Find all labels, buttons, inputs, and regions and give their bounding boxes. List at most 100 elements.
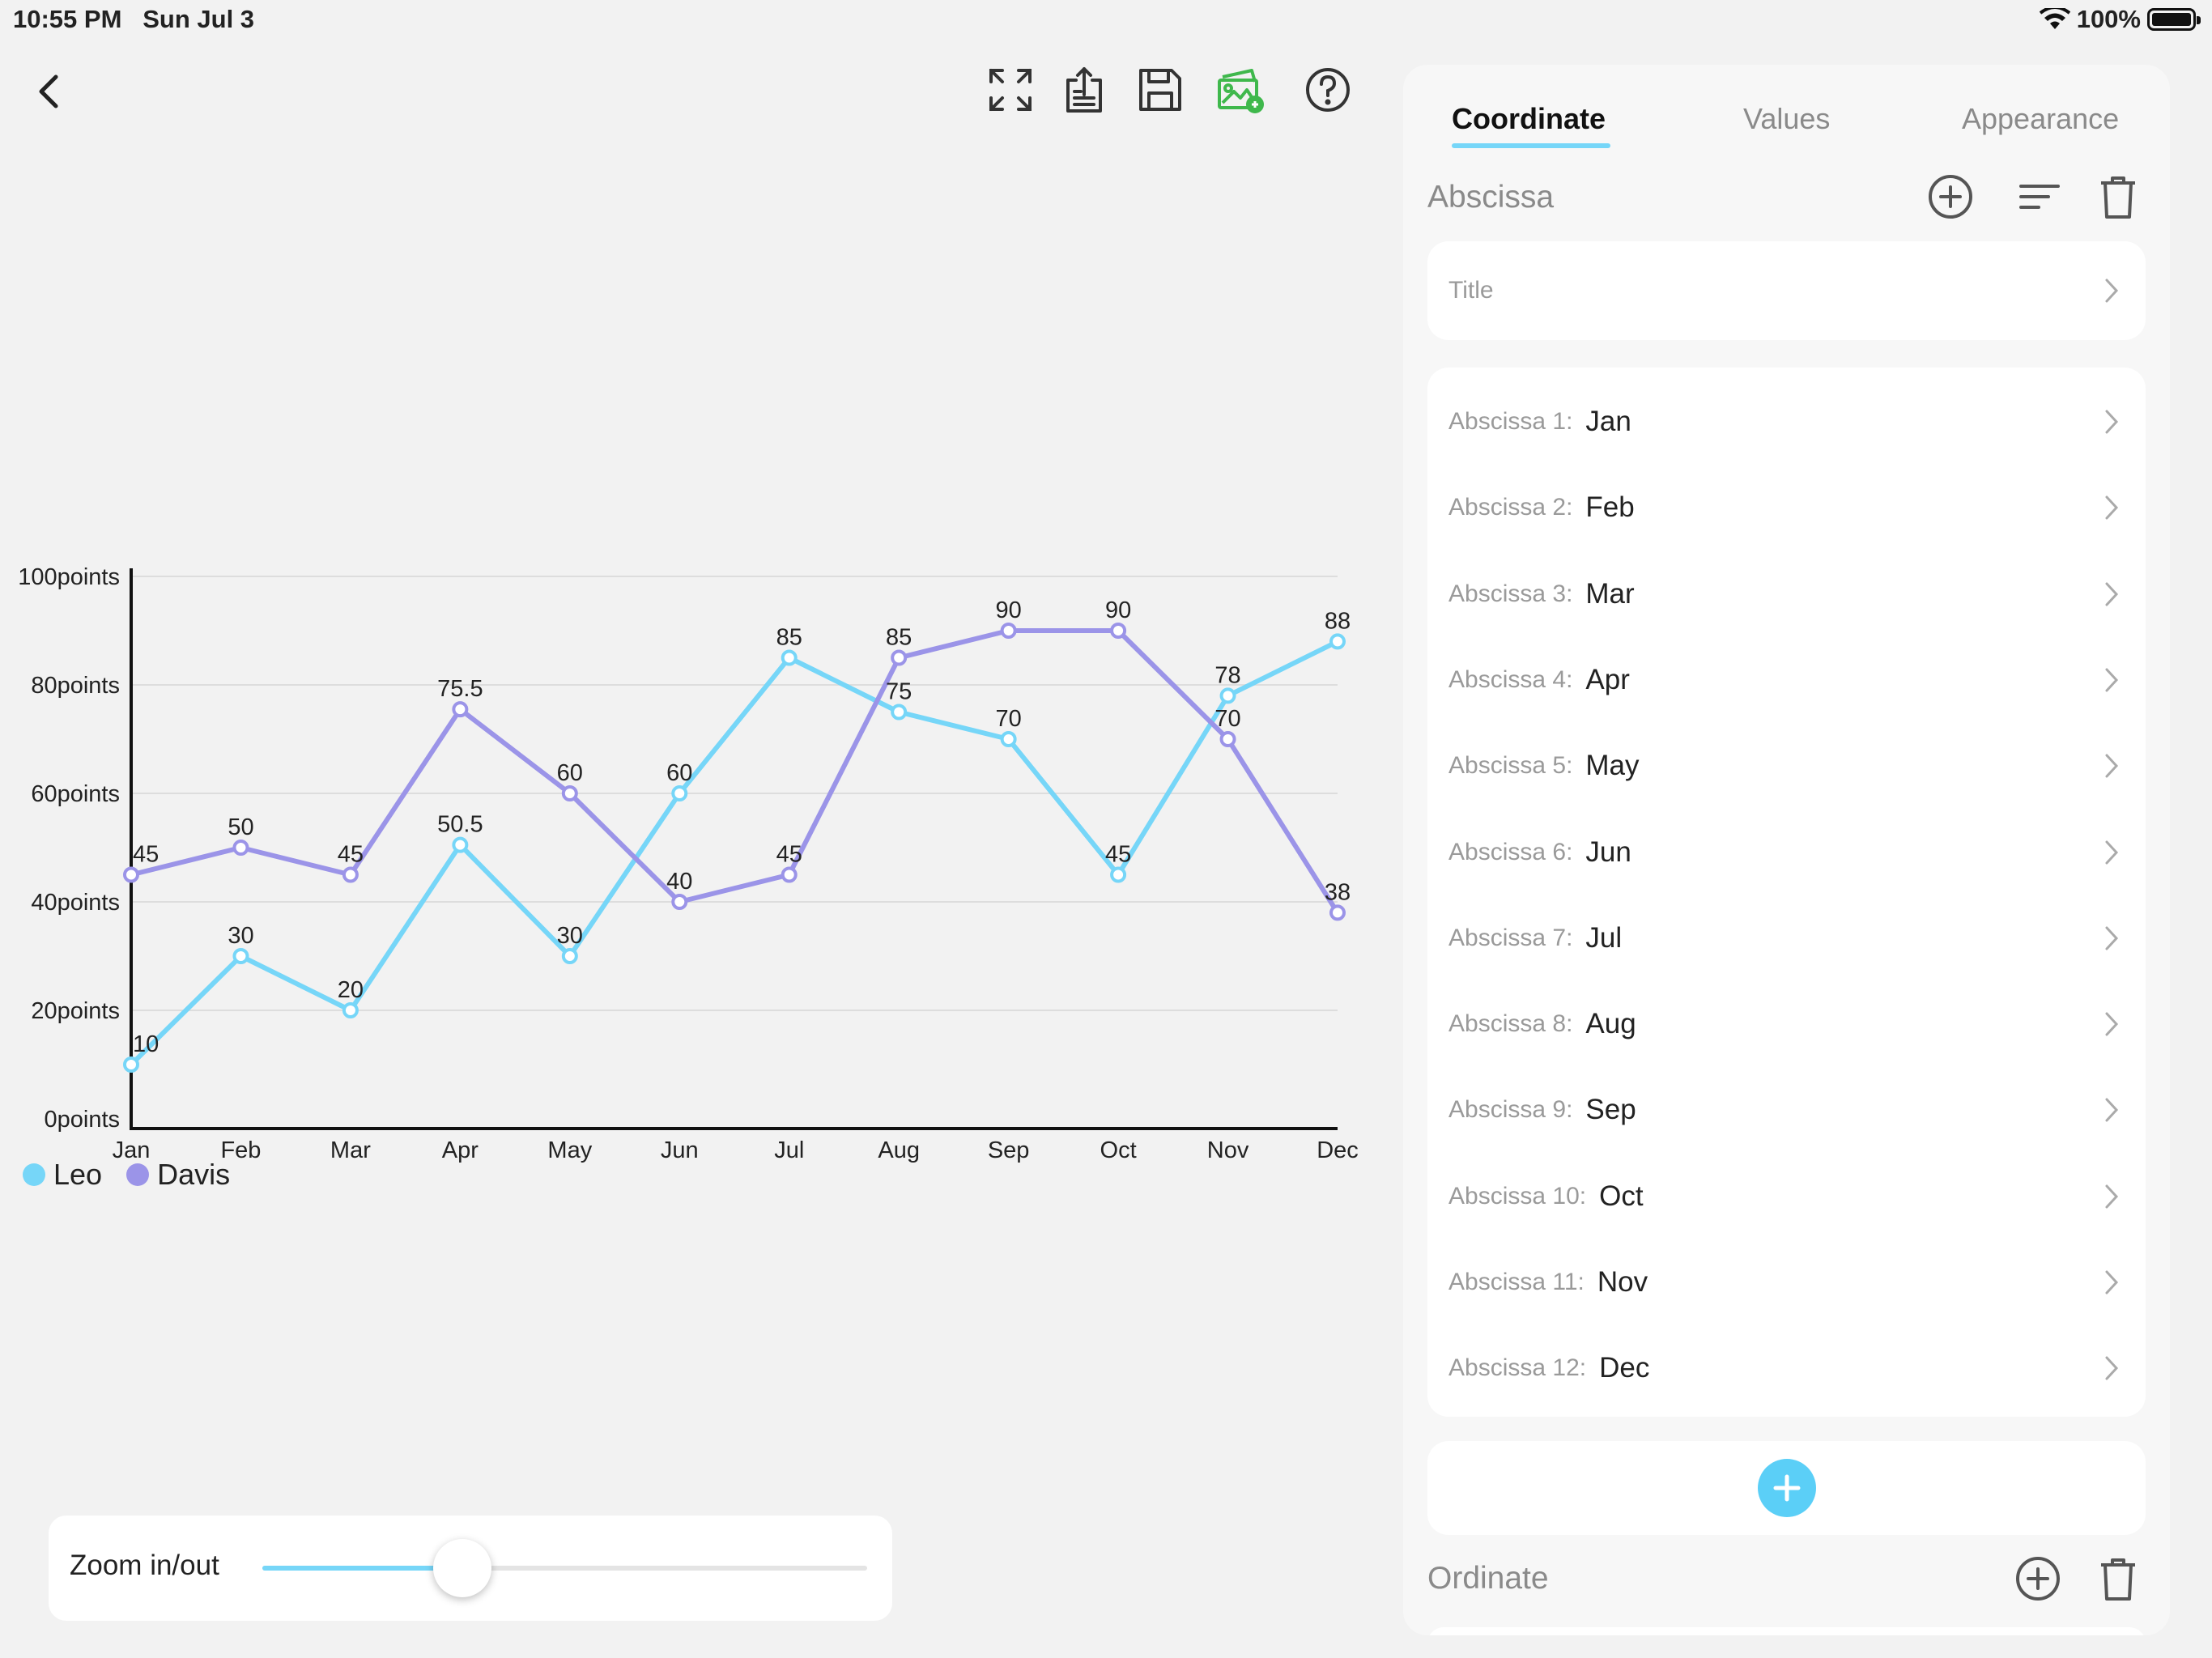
abscissa-title-row[interactable]: Title: [1427, 248, 2146, 334]
image-export-icon: [1218, 69, 1264, 113]
y-tick-label: 60points: [31, 781, 120, 807]
export-button[interactable]: [1057, 63, 1111, 117]
abscissa-row-value: Jan: [1585, 406, 1631, 437]
data-point: [1000, 731, 1017, 747]
data-label: 10: [133, 1031, 159, 1057]
data-label: 75: [886, 679, 912, 705]
x-tick-label: Mar: [330, 1137, 371, 1163]
chevron-right-icon: [2105, 410, 2119, 434]
back-chevron-icon: [39, 74, 58, 108]
y-tick-label: 40points: [31, 890, 120, 916]
data-point: [1329, 633, 1346, 650]
zoom-label: Zoom in/out: [70, 1550, 219, 1581]
data-point: [561, 785, 578, 801]
abscissa-row-key: Abscissa 3:: [1448, 580, 1573, 607]
chevron-right-icon: [2105, 668, 2119, 692]
abscissa-row-value: Feb: [1585, 491, 1635, 524]
data-label: 85: [776, 625, 802, 651]
abscissa-row-value: Mar: [1585, 577, 1635, 610]
add-ordinate-button[interactable]: [2012, 1553, 2064, 1605]
plus-icon: [1773, 1474, 1801, 1502]
add-abscissa-card: [1427, 1441, 2146, 1535]
wifi-icon: [2039, 8, 2070, 29]
battery-icon: [2147, 8, 2201, 31]
abscissa-row[interactable]: Abscissa 3: Mar: [1427, 551, 2146, 637]
chevron-right-icon: [2105, 840, 2119, 864]
delete-abscissa-button[interactable]: [2092, 171, 2144, 223]
data-point: [671, 785, 688, 801]
x-tick-label: Aug: [878, 1137, 920, 1163]
delete-ordinate-button[interactable]: [2092, 1553, 2144, 1605]
help-button[interactable]: [1301, 63, 1355, 117]
data-point: [123, 1056, 139, 1073]
tab-values[interactable]: Values: [1743, 102, 1831, 135]
abscissa-row[interactable]: Abscissa 11: Nov: [1427, 1239, 2146, 1325]
sort-abscissa-button[interactable]: [2014, 171, 2065, 223]
x-tick-label: Oct: [1100, 1137, 1137, 1163]
abscissa-row-key: Abscissa 9:: [1448, 1096, 1573, 1124]
abscissa-row[interactable]: Abscissa 10: Oct: [1427, 1154, 2146, 1239]
abscissa-row[interactable]: Abscissa 5: May: [1427, 723, 2146, 809]
data-point: [1110, 623, 1127, 639]
abscissa-row[interactable]: Abscissa 8: Aug: [1427, 981, 2146, 1067]
legend-item-davis: Davis: [126, 1158, 230, 1192]
save-button[interactable]: [1134, 63, 1187, 117]
abscissa-row[interactable]: Abscissa 1: Jan: [1427, 379, 2146, 465]
ordinate-section-title: Ordinate: [1427, 1561, 1549, 1596]
active-tab-indicator: [1452, 143, 1610, 148]
data-point: [232, 840, 249, 856]
abscissa-row-key: Abscissa 4:: [1448, 665, 1573, 693]
data-point: [561, 948, 578, 964]
abscissa-row-value: Aug: [1585, 1008, 1636, 1040]
abscissa-row[interactable]: Abscissa 6: Jun: [1427, 810, 2146, 895]
abscissa-row[interactable]: Abscissa 12: Dec: [1427, 1325, 2146, 1411]
back-button[interactable]: [23, 65, 76, 118]
data-point: [1219, 687, 1236, 704]
abscissa-row[interactable]: Abscissa 9: Sep: [1427, 1067, 2146, 1153]
abscissa-row[interactable]: Abscissa 7: Jul: [1427, 895, 2146, 981]
x-tick-label: May: [547, 1137, 592, 1163]
zoom-slider-thumb[interactable]: [432, 1539, 491, 1597]
zoom-panel: Zoom in/out: [49, 1516, 892, 1621]
legend-swatch-davis: [126, 1163, 150, 1186]
data-label: 60: [666, 760, 692, 786]
chart-legend: Leo Davis: [23, 1158, 230, 1192]
abscissa-row[interactable]: Abscissa 4: Apr: [1427, 637, 2146, 723]
series-line-leo: [129, 639, 1339, 1067]
sort-icon: [2019, 185, 2060, 209]
chevron-right-icon: [2105, 582, 2119, 606]
chevron-right-icon: [2105, 754, 2119, 778]
fullscreen-button[interactable]: [984, 63, 1037, 117]
x-tick-label: Jun: [661, 1137, 699, 1163]
ordinate-card: [1427, 1627, 2146, 1635]
abscissa-row-key: Abscissa 8:: [1448, 1010, 1573, 1038]
abscissa-row-value: Nov: [1597, 1266, 1648, 1298]
y-tick-label: 100points: [18, 564, 120, 590]
abscissa-row[interactable]: Abscissa 2: Feb: [1427, 465, 2146, 551]
chevron-right-icon: [2105, 1356, 2119, 1380]
zoom-slider[interactable]: [262, 1539, 867, 1597]
data-label: 38: [1325, 879, 1351, 905]
image-export-button[interactable]: [1214, 63, 1267, 117]
tab-coordinate[interactable]: Coordinate: [1452, 102, 1606, 135]
x-tick-label: Sep: [988, 1137, 1030, 1163]
status-indicators: 100%: [2039, 5, 2201, 34]
tab-appearance[interactable]: Appearance: [1962, 102, 2120, 135]
data-label: 85: [886, 625, 912, 651]
data-label: 50.5: [437, 812, 483, 838]
abscissa-row-value: May: [1585, 750, 1640, 782]
add-abscissa-item-button[interactable]: [1758, 1459, 1816, 1517]
data-point: [671, 894, 688, 910]
data-point: [342, 866, 359, 883]
abscissa-row-value: Apr: [1585, 663, 1630, 695]
series-line-davis: [130, 628, 1340, 915]
fullscreen-icon: [989, 69, 1032, 111]
plus-circle-icon: [2016, 1557, 2060, 1601]
chevron-right-icon: [2105, 495, 2119, 520]
legend-label-leo: Leo: [53, 1158, 103, 1191]
chevron-right-icon: [2105, 1098, 2119, 1122]
zoom-slider-fill: [262, 1566, 462, 1571]
x-tick-label: Apr: [442, 1137, 479, 1163]
add-abscissa-button[interactable]: [1925, 171, 1976, 223]
x-tick-label: Feb: [220, 1137, 261, 1163]
